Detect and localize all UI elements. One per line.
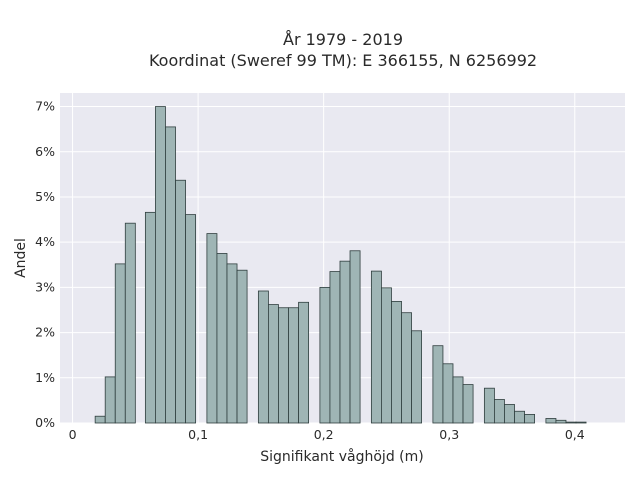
histogram-bar (236, 269, 248, 424)
histogram-bar (155, 106, 166, 424)
histogram-bar (391, 300, 402, 424)
histogram-bar (104, 376, 116, 424)
histogram-bar (124, 222, 136, 424)
histogram-bar (514, 410, 525, 424)
histogram-bar (432, 345, 444, 424)
histogram-bar (114, 263, 126, 424)
x-tick-label: 0,2 (314, 427, 334, 442)
histogram-bars (94, 106, 587, 424)
histogram-bar (185, 214, 197, 424)
x-axis-label: Signifikant våghöjd (m) (260, 448, 423, 465)
y-tick-label: 2% (35, 325, 55, 340)
histogram-bar (565, 421, 577, 424)
histogram-bar (483, 387, 495, 424)
histogram-bar (452, 376, 464, 424)
histogram-bar (545, 418, 557, 424)
x-tick-label: 0,4 (565, 427, 585, 442)
histogram-bar (298, 301, 309, 424)
histogram-bar (555, 419, 567, 424)
x-axis-ticks: 0 0,1 0,2 0,3 0,4 (69, 427, 585, 442)
histogram-bar (442, 363, 454, 424)
histogram-bar (524, 414, 535, 424)
histogram-bar (216, 253, 228, 424)
histogram-bar (175, 179, 186, 424)
y-tick-label: 4% (35, 234, 55, 249)
y-tick-label: 0% (35, 415, 55, 430)
y-tick-label: 5% (35, 189, 55, 204)
histogram-bar (257, 290, 269, 424)
histogram-bar (575, 421, 587, 424)
y-tick-label: 7% (35, 99, 55, 114)
histogram-bar (494, 399, 505, 424)
histogram-bar (268, 304, 279, 424)
histogram-bar (504, 404, 515, 424)
x-tick-label: 0,1 (188, 427, 208, 442)
histogram-bar (94, 415, 106, 424)
histogram-bar (226, 263, 238, 424)
histogram-bar (206, 233, 218, 424)
histogram-bar (165, 126, 176, 424)
histogram-bar (339, 260, 351, 424)
y-axis-ticks: 0% 1% 2% 3% 4% 5% 6% 7% (35, 99, 55, 430)
histogram-bar (411, 330, 422, 424)
chart-title: År 1979 - 2019 (283, 30, 403, 49)
histogram-bar (319, 286, 331, 424)
y-tick-label: 1% (35, 370, 55, 385)
histogram-bar (349, 250, 361, 424)
y-axis-label: Andel (13, 238, 29, 278)
histogram-bar (329, 271, 341, 424)
chart-subtitle: Koordinat (Sweref 99 TM): E 366155, N 62… (149, 51, 537, 70)
histogram-bar (144, 211, 156, 424)
y-tick-label: 3% (35, 279, 55, 294)
y-tick-label: 6% (35, 144, 55, 159)
x-tick-label: 0,3 (439, 427, 459, 442)
histogram-bar (370, 270, 382, 424)
histogram-bar (401, 312, 412, 424)
histogram-bar (462, 384, 474, 424)
x-tick-label: 0 (69, 427, 77, 442)
histogram-bar (288, 307, 299, 424)
histogram-bar (381, 287, 392, 424)
histogram-bar (278, 307, 289, 424)
